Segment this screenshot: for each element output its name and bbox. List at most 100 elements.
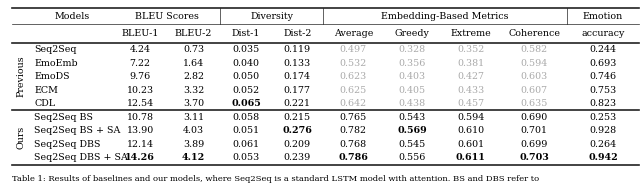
- Text: 0.209: 0.209: [284, 140, 311, 149]
- Text: 0.607: 0.607: [521, 86, 548, 95]
- Text: Seq2Seq DBS: Seq2Seq DBS: [34, 140, 100, 149]
- Text: 3.11: 3.11: [183, 113, 204, 122]
- Text: 0.786: 0.786: [339, 153, 368, 162]
- Text: 0.061: 0.061: [232, 140, 260, 149]
- Text: 3.89: 3.89: [183, 140, 204, 149]
- Text: Seq2Seq BS + SA: Seq2Seq BS + SA: [34, 126, 120, 135]
- Text: 0.603: 0.603: [521, 72, 548, 81]
- Text: ECM: ECM: [34, 86, 58, 95]
- Text: Greedy: Greedy: [395, 29, 429, 38]
- Text: 0.942: 0.942: [588, 153, 618, 162]
- Text: 12.54: 12.54: [127, 99, 154, 108]
- Text: 0.782: 0.782: [340, 126, 367, 135]
- Text: 0.174: 0.174: [284, 72, 311, 81]
- Text: 0.244: 0.244: [589, 45, 616, 54]
- Text: 0.928: 0.928: [589, 126, 617, 135]
- Text: 0.569: 0.569: [397, 126, 427, 135]
- Text: 0.594: 0.594: [521, 59, 548, 68]
- Text: 0.239: 0.239: [284, 153, 311, 162]
- Text: 0.699: 0.699: [520, 140, 548, 149]
- Text: 0.050: 0.050: [232, 72, 260, 81]
- Text: Emotion: Emotion: [583, 12, 623, 21]
- Text: BLEU Scores: BLEU Scores: [135, 12, 199, 21]
- Text: 0.610: 0.610: [458, 126, 484, 135]
- Text: 0.693: 0.693: [589, 59, 617, 68]
- Text: 4.24: 4.24: [130, 45, 150, 54]
- Text: 13.90: 13.90: [127, 126, 154, 135]
- Text: 1.64: 1.64: [183, 59, 204, 68]
- Text: 0.768: 0.768: [340, 140, 367, 149]
- Text: 0.352: 0.352: [457, 45, 484, 54]
- Text: 4.03: 4.03: [183, 126, 204, 135]
- Text: 0.497: 0.497: [340, 45, 367, 54]
- Text: 0.625: 0.625: [340, 86, 367, 95]
- Text: 0.040: 0.040: [232, 59, 259, 68]
- Text: 0.433: 0.433: [457, 86, 484, 95]
- Text: 0.556: 0.556: [398, 153, 426, 162]
- Text: 0.427: 0.427: [458, 72, 484, 81]
- Text: 0.611: 0.611: [456, 153, 486, 162]
- Text: 0.594: 0.594: [457, 113, 484, 122]
- Text: 0.177: 0.177: [284, 86, 311, 95]
- Text: 0.058: 0.058: [232, 113, 260, 122]
- Text: Embedding-Based Metrics: Embedding-Based Metrics: [381, 12, 509, 21]
- Text: 0.457: 0.457: [458, 99, 484, 108]
- Text: Table 1: Results of baselines and our models, where Seq2Seq is a standard LSTM m: Table 1: Results of baselines and our mo…: [12, 175, 539, 183]
- Text: accuracy: accuracy: [581, 29, 625, 38]
- Text: Previous: Previous: [17, 56, 26, 97]
- Text: 0.532: 0.532: [340, 59, 367, 68]
- Text: 0.403: 0.403: [399, 72, 426, 81]
- Text: Coherence: Coherence: [508, 29, 560, 38]
- Text: 10.78: 10.78: [127, 113, 154, 122]
- Text: 0.823: 0.823: [589, 99, 617, 108]
- Text: EmoEmb: EmoEmb: [34, 59, 77, 68]
- Text: Ours: Ours: [17, 126, 26, 149]
- Text: 0.701: 0.701: [521, 126, 548, 135]
- Text: Dist-2: Dist-2: [283, 29, 312, 38]
- Text: 10.23: 10.23: [127, 86, 154, 95]
- Text: 12.14: 12.14: [127, 140, 154, 149]
- Text: 0.065: 0.065: [231, 99, 261, 108]
- Text: EmoDS: EmoDS: [34, 72, 70, 81]
- Text: Average: Average: [333, 29, 373, 38]
- Text: 0.635: 0.635: [520, 99, 548, 108]
- Text: Models: Models: [55, 12, 90, 21]
- Text: 0.601: 0.601: [458, 140, 484, 149]
- Text: 0.543: 0.543: [399, 113, 426, 122]
- Text: 0.582: 0.582: [521, 45, 548, 54]
- Text: CDL: CDL: [34, 99, 55, 108]
- Text: 0.051: 0.051: [232, 126, 260, 135]
- Text: 2.82: 2.82: [183, 72, 204, 81]
- Text: 0.690: 0.690: [521, 113, 548, 122]
- Text: 0.381: 0.381: [458, 59, 484, 68]
- Text: 0.356: 0.356: [398, 59, 426, 68]
- Text: 0.264: 0.264: [589, 140, 617, 149]
- Text: 0.405: 0.405: [399, 86, 426, 95]
- Text: BLEU-2: BLEU-2: [175, 29, 212, 38]
- Text: 14.26: 14.26: [125, 153, 155, 162]
- Text: 0.328: 0.328: [399, 45, 426, 54]
- Text: 0.73: 0.73: [183, 45, 204, 54]
- Text: 0.052: 0.052: [232, 86, 260, 95]
- Text: BLEU-1: BLEU-1: [122, 29, 159, 38]
- Text: 0.746: 0.746: [589, 72, 617, 81]
- Text: 0.623: 0.623: [340, 72, 367, 81]
- Text: 9.76: 9.76: [129, 72, 151, 81]
- Text: 0.133: 0.133: [284, 59, 311, 68]
- Text: Seq2Seq: Seq2Seq: [34, 45, 77, 54]
- Text: 0.221: 0.221: [284, 99, 311, 108]
- Text: 0.276: 0.276: [282, 126, 312, 135]
- Text: Dist-1: Dist-1: [232, 29, 260, 38]
- Text: 0.753: 0.753: [589, 86, 617, 95]
- Text: 0.119: 0.119: [284, 45, 311, 54]
- Text: 4.12: 4.12: [182, 153, 205, 162]
- Text: Seq2Seq BS: Seq2Seq BS: [34, 113, 93, 122]
- Text: 0.765: 0.765: [340, 113, 367, 122]
- Text: 0.642: 0.642: [340, 99, 367, 108]
- Text: 0.703: 0.703: [520, 153, 549, 162]
- Text: 0.438: 0.438: [399, 99, 426, 108]
- Text: 0.215: 0.215: [284, 113, 311, 122]
- Text: 7.22: 7.22: [130, 59, 150, 68]
- Text: 0.545: 0.545: [399, 140, 426, 149]
- Text: 3.70: 3.70: [183, 99, 204, 108]
